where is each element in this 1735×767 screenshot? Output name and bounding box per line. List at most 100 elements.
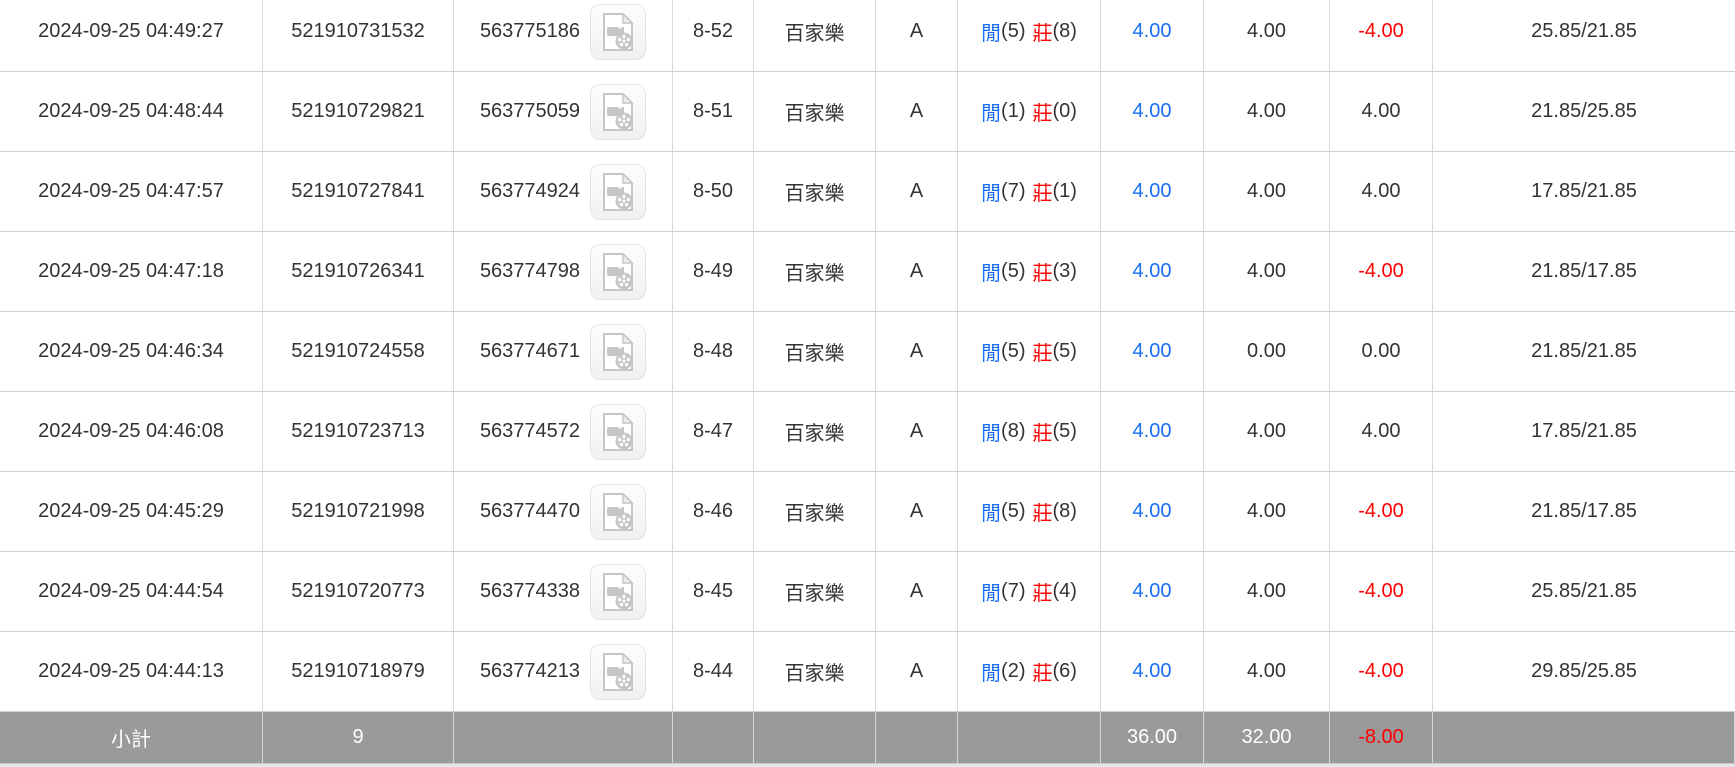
bet-id: 521910727841 (263, 152, 454, 231)
bet-time: 2024-09-25 04:46:08 (0, 392, 263, 471)
video-file-icon (603, 411, 634, 451)
round-id-cell: 563774924 (454, 152, 673, 231)
banker-result-score: (0) (1052, 100, 1077, 122)
video-file-icon (603, 651, 634, 691)
table-round: 8-48 (673, 312, 754, 391)
round-id: 563775186 (479, 20, 581, 42)
video-replay-button[interactable] (590, 3, 647, 60)
subtotal-empty-cell (1433, 712, 1735, 763)
bet-time: 2024-09-25 04:49:27 (0, 0, 263, 71)
banker-result-score: (5) (1052, 420, 1077, 442)
win-loss-amount: 0.00 (1330, 312, 1433, 391)
banker-result-score: (1) (1052, 180, 1077, 202)
player-result-score: (5) (1001, 500, 1026, 522)
round-id-cell: 563774470 (454, 472, 673, 551)
video-replay-button[interactable] (590, 643, 647, 700)
game-name: 百家樂 (754, 392, 876, 471)
round-id: 563774671 (479, 340, 581, 362)
subtotal-empty-cell (958, 712, 1101, 763)
game-result: 閒 (5) 莊 (5) (958, 312, 1101, 391)
game-name: 百家樂 (754, 552, 876, 631)
table-row: 2024-09-25 04:47:57 521910727841 5637749… (0, 152, 1735, 232)
valid-bet-amount: 4.00 (1204, 0, 1330, 71)
game-name: 百家樂 (754, 232, 876, 311)
valid-bet-amount: 4.00 (1204, 152, 1330, 231)
table-body: 2024-09-25 04:49:27 521910731532 5637751… (0, 0, 1735, 712)
round-id-cell: 563774338 (454, 552, 673, 631)
player-result-label: 閒 (981, 263, 1002, 285)
player-result-label: 閒 (981, 423, 1002, 445)
video-replay-button[interactable] (590, 403, 647, 460)
table-row: 2024-09-25 04:46:08 521910723713 5637745… (0, 392, 1735, 472)
video-replay-button[interactable] (590, 323, 647, 380)
page-background-strip (0, 764, 1735, 767)
table-round: 8-47 (673, 392, 754, 471)
table-round: 8-46 (673, 472, 754, 551)
win-loss-amount: -4.00 (1330, 232, 1433, 311)
balance-before-after: 21.85/21.85 (1531, 340, 1637, 362)
table-row: 2024-09-25 04:47:18 521910726341 5637747… (0, 232, 1735, 312)
player-result-score: (2) (1001, 660, 1026, 682)
video-replay-button[interactable] (590, 83, 647, 140)
table-round: 8-44 (673, 632, 754, 711)
game-name: 百家樂 (754, 0, 876, 71)
table-row: 2024-09-25 04:48:44 521910729821 5637750… (0, 72, 1735, 152)
video-file-icon (603, 251, 634, 291)
subtotal-win-loss-total: -8.00 (1330, 712, 1433, 763)
table-round: 8-51 (673, 72, 754, 151)
bet-id: 521910721998 (263, 472, 454, 551)
bet-id: 521910731532 (263, 0, 454, 71)
banker-result-score: (5) (1052, 340, 1077, 362)
table-code: A (876, 632, 958, 711)
round-id: 563774924 (479, 180, 581, 202)
valid-bet-amount: 4.00 (1204, 472, 1330, 551)
bet-time: 2024-09-25 04:45:29 (0, 472, 263, 551)
banker-result-label: 莊 (1032, 343, 1053, 365)
table-code: A (876, 152, 958, 231)
table-row: 2024-09-25 04:49:27 521910731532 5637751… (0, 0, 1735, 72)
video-replay-button[interactable] (590, 563, 647, 620)
balance-before-after: 25.85/21.85 (1531, 20, 1637, 42)
bet-time: 2024-09-25 04:44:54 (0, 552, 263, 631)
round-id-cell: 563775186 (454, 0, 673, 71)
player-result-score: (7) (1001, 580, 1026, 602)
bet-amount: 4.00 (1101, 472, 1204, 551)
game-result: 閒 (2) 莊 (6) (958, 632, 1101, 711)
game-name: 百家樂 (754, 472, 876, 551)
valid-bet-amount: 4.00 (1204, 632, 1330, 711)
bet-amount: 4.00 (1101, 0, 1204, 71)
round-id: 563774213 (479, 660, 581, 682)
round-id-cell: 563775059 (454, 72, 673, 151)
video-replay-button[interactable] (590, 483, 647, 540)
table-row: 2024-09-25 04:46:34 521910724558 5637746… (0, 312, 1735, 392)
round-id-cell: 563774798 (454, 232, 673, 311)
banker-result-score: (3) (1052, 260, 1077, 282)
table-round: 8-52 (673, 0, 754, 71)
video-replay-button[interactable] (590, 243, 647, 300)
table-code: A (876, 232, 958, 311)
player-result-score: (5) (1001, 20, 1026, 42)
win-loss-amount: -4.00 (1330, 632, 1433, 711)
player-result-score: (7) (1001, 180, 1026, 202)
subtotal-valid-total: 32.00 (1204, 712, 1330, 763)
player-result-score: (8) (1001, 420, 1026, 442)
banker-result-label: 莊 (1032, 583, 1053, 605)
subtotal-empty-cell (754, 712, 876, 763)
video-replay-button[interactable] (590, 163, 647, 220)
video-file-icon (603, 11, 634, 51)
banker-result-score: (8) (1052, 20, 1077, 42)
game-result: 閒 (5) 莊 (3) (958, 232, 1101, 311)
win-loss-amount: -4.00 (1330, 0, 1433, 71)
table-code: A (876, 72, 958, 151)
banker-result-score: (8) (1052, 500, 1077, 522)
player-result-label: 閒 (981, 183, 1002, 205)
round-id: 563774470 (479, 500, 581, 522)
game-name: 百家樂 (754, 632, 876, 711)
valid-bet-amount: 0.00 (1204, 312, 1330, 391)
video-file-icon (603, 331, 634, 371)
game-name: 百家樂 (754, 72, 876, 151)
balance-before-after: 21.85/17.85 (1531, 260, 1637, 282)
bet-id: 521910720773 (263, 552, 454, 631)
win-loss-amount: 4.00 (1330, 72, 1433, 151)
